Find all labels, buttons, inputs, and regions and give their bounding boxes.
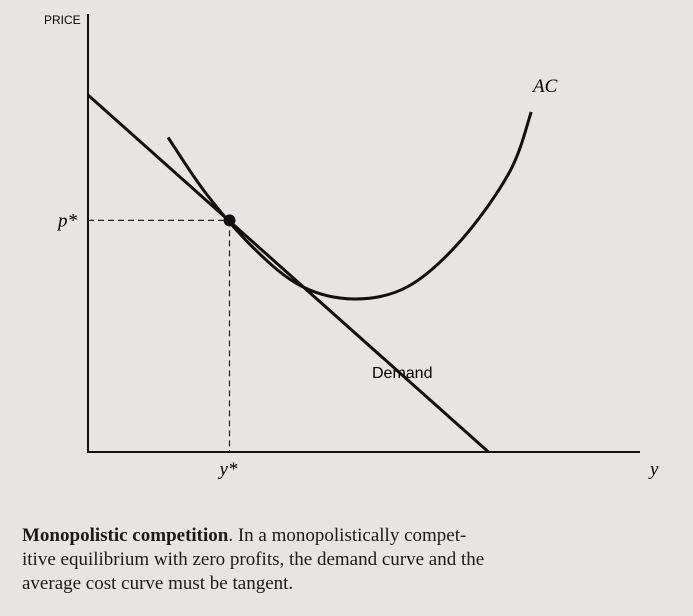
demand-curve-label: Demand [372,365,432,382]
caption-line-1: In a monopolistically compet- [237,525,467,546]
caption-line-2: itive equilibrium with zero profits, the… [22,549,485,570]
chart: PRICE y AC Demand p* y* [44,13,659,480]
y-axis-title: PRICE [44,13,81,27]
x-axis-title: y [648,459,659,480]
caption-line-3: average cost curve must be tangent. [22,573,294,594]
demand-line [87,93,490,454]
ac-curve-label: AC [531,76,558,97]
equilibrium-point [223,214,236,227]
p-star-tick-label: p* [56,210,78,231]
figure-caption: Monopolistic competition. In a monopolis… [22,525,485,594]
caption-title: Monopolistic competition [22,525,229,546]
y-star-tick-label: y* [218,459,238,480]
ac-curve [166,111,533,301]
